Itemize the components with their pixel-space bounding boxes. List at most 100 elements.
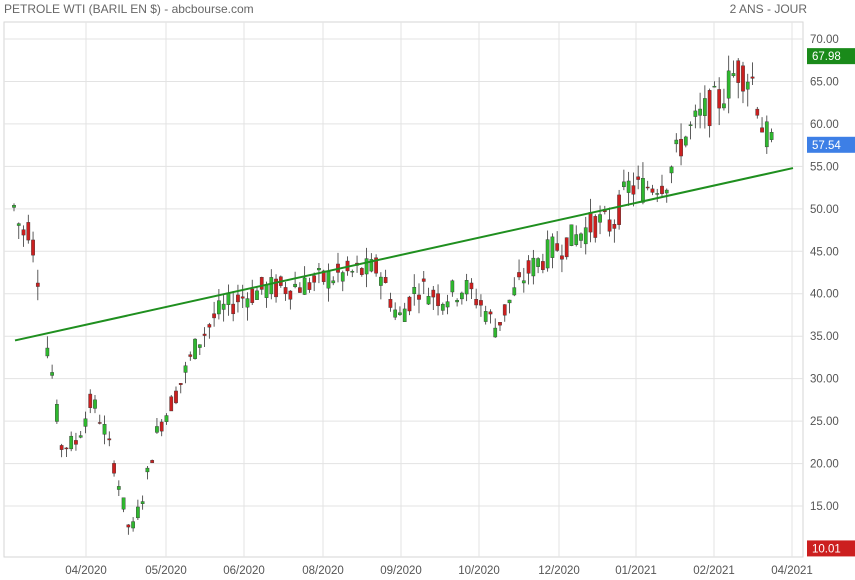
y-tick-label: 40.00 (810, 289, 839, 301)
price-badge-label-low: 10.01 (812, 543, 841, 555)
candle-body (159, 421, 164, 432)
candle-body (617, 194, 621, 225)
candle-body (469, 282, 474, 290)
candle-body (521, 280, 526, 284)
candle-body (226, 292, 231, 305)
candle-body (269, 277, 274, 295)
candle-body (626, 180, 631, 193)
candle-body (379, 276, 383, 286)
y-tick-label: 60.00 (810, 119, 839, 131)
candle-body (550, 236, 555, 258)
candle-body (460, 292, 464, 300)
candle-body (259, 277, 264, 290)
candle-body (483, 311, 488, 322)
candle-body (136, 506, 140, 519)
candle-body (669, 166, 674, 174)
candle-body (150, 460, 155, 464)
candle-body (655, 193, 660, 195)
candle-body (431, 289, 436, 298)
price-badge-low (807, 540, 855, 557)
candle-body (731, 73, 736, 77)
candle-body (69, 435, 74, 450)
candle-body (393, 309, 398, 318)
candle-body (340, 272, 345, 282)
candle-body (131, 521, 135, 529)
candle-body (298, 287, 302, 293)
candle-body (293, 283, 297, 288)
x-tick-label: 12/2020 (538, 565, 580, 577)
candle-body (555, 243, 560, 251)
candle-body (764, 121, 769, 148)
candle-body (440, 303, 445, 311)
candle-body (660, 185, 664, 194)
candle-body (750, 76, 755, 79)
price-badge-last (807, 136, 855, 153)
candle-body (212, 313, 216, 319)
candle-body (421, 278, 426, 282)
candle-body (145, 467, 150, 473)
x-tick-label: 05/2020 (145, 565, 187, 577)
candle-body (55, 404, 59, 422)
candle-body (155, 426, 159, 433)
candle-body (64, 447, 69, 450)
candles (12, 55, 774, 535)
candle-body (569, 224, 574, 246)
candle-body (417, 294, 421, 300)
candle-body (83, 418, 88, 427)
candle-body (140, 501, 145, 504)
price-badges: 67.98 57.54 10.01 (807, 48, 855, 557)
candle-body (374, 257, 378, 274)
price-badge-label-last: 57.54 (812, 140, 841, 152)
candle-body (121, 497, 126, 510)
candle-body (188, 354, 193, 357)
candle-body (31, 239, 35, 256)
candle-body (703, 98, 707, 116)
grid-lines (3, 21, 804, 558)
candle-body (307, 282, 312, 290)
y-tick-label: 70.00 (810, 34, 839, 46)
candle-body (622, 181, 626, 188)
candle-body (169, 396, 174, 412)
plot-frame (3, 21, 804, 558)
candle-body (369, 259, 374, 272)
candle-body (598, 214, 602, 223)
candle-body (507, 299, 512, 304)
candle-body (312, 275, 317, 283)
candle-body (426, 295, 431, 305)
y-tick-label: 50.00 (810, 204, 839, 216)
candle-body (631, 185, 636, 195)
candle-body (88, 393, 93, 408)
candle-body (717, 89, 722, 109)
candle-body (197, 344, 202, 348)
candle-body (178, 383, 183, 385)
candle-body (545, 239, 550, 269)
candle-body (683, 136, 688, 146)
candle-body (174, 390, 178, 404)
candle-body (240, 296, 245, 299)
candle-body (364, 258, 369, 275)
candle-body (493, 327, 498, 338)
candle-body (102, 424, 107, 435)
candle-body (574, 234, 579, 245)
candle-body (45, 347, 50, 357)
candle-body (317, 268, 321, 271)
candle-body (760, 127, 764, 133)
y-tick-label: 35.00 (810, 331, 839, 343)
candle-body (498, 322, 502, 326)
candle-body (479, 300, 483, 306)
candle-body (645, 186, 650, 189)
candle-body (726, 70, 731, 99)
candle-body (221, 303, 226, 310)
candle-body (359, 268, 364, 275)
candle-body (593, 216, 598, 238)
x-tick-label: 09/2020 (380, 565, 422, 577)
y-tick-label: 30.00 (810, 374, 839, 386)
candle-body (536, 258, 540, 267)
candle-body (126, 524, 131, 528)
period-label: 2 ANS - JOUR (729, 2, 807, 16)
candle-body (693, 110, 698, 117)
candle-body (564, 237, 569, 258)
x-tick-label: 01/2021 (615, 565, 657, 577)
candle-body (112, 463, 116, 474)
